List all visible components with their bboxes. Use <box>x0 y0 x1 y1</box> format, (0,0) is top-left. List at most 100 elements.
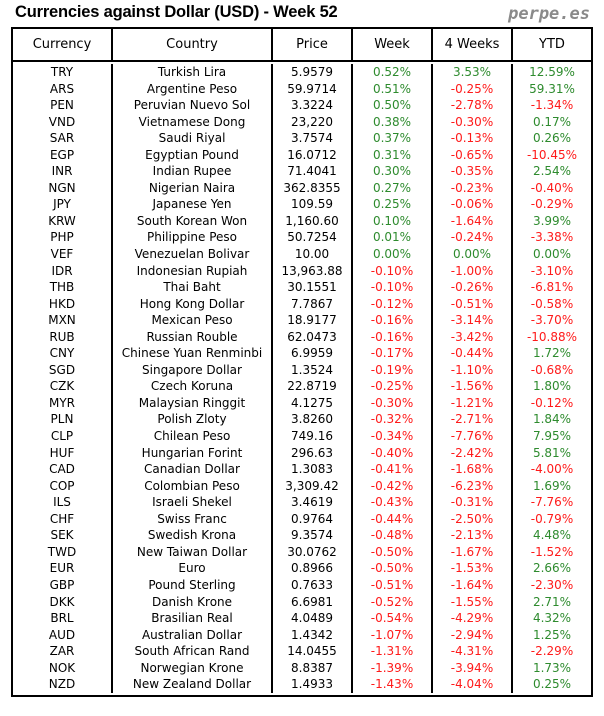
cell-week: 0.52% <box>353 64 433 81</box>
cell-ytd: -0.40% <box>530 180 574 195</box>
cell-week: -1.07% <box>353 626 433 644</box>
table-row: PEN Peruvian Nuevo Sol 3.3224 0.50% -2.78% -1… <box>13 97 591 114</box>
cell-currency: COP <box>13 477 113 495</box>
cell-price: 8.8387 <box>273 659 353 677</box>
cell-currency: CHF <box>13 510 113 528</box>
cell-currency: ILS <box>13 494 113 511</box>
cell-4-weeks: -0.65% <box>433 146 513 164</box>
table-row: CAD Canadian Dollar 1.3083 -0.41% -1.68% -4.0… <box>13 461 591 478</box>
cell-4-weeks: -3.94% <box>433 659 513 677</box>
cell-week: 0.31% <box>353 146 433 164</box>
cell-price: 14.0455 <box>273 643 353 660</box>
cell-price: 23,220 <box>273 113 353 131</box>
cell-currency: SEK <box>13 527 113 544</box>
cell-ytd: 2.66% <box>532 561 572 576</box>
cell-4-weeks: -3.14% <box>433 312 513 329</box>
cell-currency: ZAR <box>13 643 113 660</box>
cell-ytd: 12.59% <box>529 65 575 79</box>
cell-4-weeks: 3.53% <box>433 64 513 81</box>
cell-4-weeks: -1.00% <box>433 262 513 280</box>
cell-currency: DKK <box>13 593 113 611</box>
table-row: CLP Chilean Peso 749.16 -0.34% -7.76% 7.95% <box>13 428 591 445</box>
cell-ytd: 7.95% <box>532 429 572 444</box>
cell-currency: NZD <box>13 676 113 693</box>
cell-ytd: 0.17% <box>532 114 572 129</box>
cell-ytd: -1.34% <box>530 98 574 113</box>
cell-ytd: 0.25% <box>532 677 572 692</box>
cell-4-weeks: -4.04% <box>433 676 513 693</box>
cell-4-weeks: -0.25% <box>433 80 513 98</box>
cell-country: Thai Baht <box>113 279 273 296</box>
cell-currency: NGN <box>13 179 113 197</box>
cell-4-weeks: -1.68% <box>433 461 513 478</box>
table-row: COP Colombian Peso 3,309.42 -0.42% -6.23% 1.6… <box>13 477 591 495</box>
cell-4-weeks: -2.42% <box>433 444 513 462</box>
cell-price: 0.8966 <box>273 560 353 577</box>
cell-price: 71.4041 <box>273 163 353 180</box>
cell-4-weeks: -0.31% <box>433 494 513 511</box>
cell-week: 0.27% <box>353 179 433 197</box>
cell-country: South African Rand <box>113 643 273 660</box>
cell-country: Argentine Peso <box>113 80 273 98</box>
cell-ytd: -7.76% <box>530 495 574 510</box>
table-row: TWD New Taiwan Dollar 30.0762 -0.50% -1.67% -… <box>13 543 591 561</box>
cell-week: -0.50% <box>353 543 433 561</box>
cell-price: 22.8719 <box>273 378 353 395</box>
cell-price: 1.3524 <box>273 361 353 379</box>
cell-country: Saudi Riyal <box>113 130 273 147</box>
cell-week: -0.51% <box>353 576 433 594</box>
cell-currency: TWD <box>13 543 113 561</box>
table-row: ILS Israeli Shekel 3.4619 -0.43% -0.31% -7.76… <box>13 494 591 511</box>
cell-4-weeks: -4.31% <box>433 643 513 660</box>
cell-currency: AUD <box>13 626 113 644</box>
cell-ytd: -0.29% <box>530 197 574 212</box>
cell-price: 5.9579 <box>273 64 353 81</box>
cell-price: 3,309.42 <box>273 477 353 495</box>
cell-country: Euro <box>113 560 273 577</box>
cell-price: 6.6981 <box>273 593 353 611</box>
header-ytd: YTD <box>539 37 565 52</box>
cell-ytd: -10.45% <box>526 147 578 162</box>
cell-ytd: 5.81% <box>532 445 572 460</box>
table-row: AUD Australian Dollar 1.4342 -1.07% -2.94% 1.… <box>13 626 591 644</box>
cell-country: Turkish Lira <box>113 64 273 81</box>
cell-country: Russian Rouble <box>113 328 273 346</box>
table-row: SGD Singapore Dollar 1.3524 -0.19% -1.10% -0.… <box>13 361 591 379</box>
cell-currency: ARS <box>13 80 113 98</box>
cell-4-weeks: -1.56% <box>433 378 513 395</box>
cell-currency: CAD <box>13 461 113 478</box>
cell-country: Philippine Peso <box>113 229 273 247</box>
cell-ytd: -0.79% <box>530 511 574 526</box>
table-row: CZK Czech Koruna 22.8719 -0.25% -1.56% 1.80% <box>13 378 591 395</box>
cell-week: -0.16% <box>353 328 433 346</box>
table-row: VND Vietnamese Dong 23,220 0.38% -0.30% 0.17% <box>13 113 591 131</box>
cell-4-weeks: -0.30% <box>433 113 513 131</box>
cell-price: 30.0762 <box>273 543 353 561</box>
cell-price: 10.00 <box>273 246 353 263</box>
table-row: CHF Swiss Franc 0.9764 -0.44% -2.50% -0.79% <box>13 510 591 528</box>
table-header: Currency Country Price Week 4 Weeks YTD <box>13 29 591 62</box>
cell-currency: CZK <box>13 378 113 395</box>
cell-currency: INR <box>13 163 113 180</box>
cell-4-weeks: -0.24% <box>433 229 513 247</box>
cell-week: 0.00% <box>353 246 433 263</box>
cell-week: -0.19% <box>353 361 433 379</box>
header-4-weeks: 4 Weeks <box>433 29 513 60</box>
table-body: TRY Turkish Lira 5.9579 0.52% 3.53% 12.59% ARS… <box>13 62 591 695</box>
cell-currency: VND <box>13 113 113 131</box>
cell-ytd: -3.10% <box>530 263 574 278</box>
table-row: TRY Turkish Lira 5.9579 0.52% 3.53% 12.59% <box>13 64 591 81</box>
cell-week: -0.10% <box>353 279 433 296</box>
cell-price: 3.4619 <box>273 494 353 511</box>
cell-currency: THB <box>13 279 113 296</box>
table-row: DKK Danish Krone 6.6981 -0.52% -1.55% 2.71% <box>13 593 591 611</box>
table-row: GBP Pound Sterling 0.7633 -0.51% -1.64% -2.30… <box>13 576 591 594</box>
cell-week: -0.25% <box>353 378 433 395</box>
cell-ytd: 1.69% <box>532 478 572 493</box>
cell-4-weeks: 0.00% <box>433 246 513 263</box>
cell-4-weeks: -0.35% <box>433 163 513 180</box>
cell-week: -0.17% <box>353 345 433 362</box>
cell-ytd: 0.00% <box>532 247 572 262</box>
cell-4-weeks: -1.55% <box>433 593 513 611</box>
cell-currency: SAR <box>13 130 113 147</box>
